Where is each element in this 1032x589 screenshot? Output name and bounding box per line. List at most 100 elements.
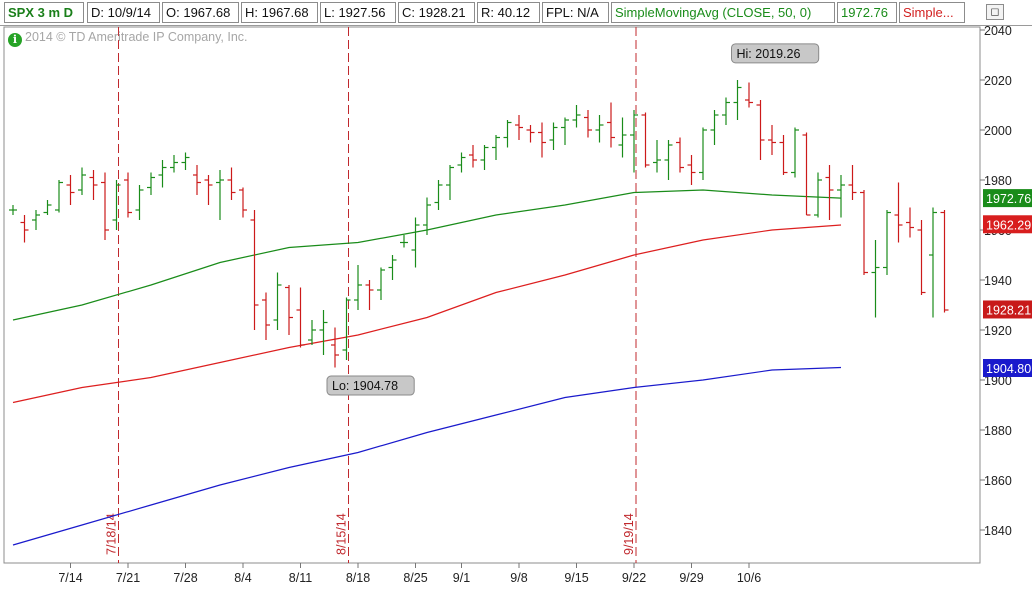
price-tag: 1904.80 xyxy=(983,359,1032,377)
ohlc-bar xyxy=(768,125,776,155)
ohlc-bar xyxy=(308,320,316,345)
ohlc-bar xyxy=(894,182,903,243)
study-value: 1972.76 xyxy=(837,2,897,23)
x-tick-label: 8/18 xyxy=(346,571,370,585)
high-readout: H: 1967.68 xyxy=(241,2,318,23)
sma100-line xyxy=(12,224,842,404)
ohlc-bar xyxy=(561,117,569,145)
x-tick-label: 9/22 xyxy=(622,571,646,585)
ohlc-bar xyxy=(411,217,420,268)
ohlc-bar xyxy=(722,97,730,125)
x-tick-label: 7/14 xyxy=(58,571,82,585)
ohlc-bar xyxy=(860,190,868,275)
x-tick-label: 7/28 xyxy=(173,571,197,585)
price-tag: 1962.29 xyxy=(983,215,1032,234)
ohlc-bar xyxy=(607,102,615,148)
ohlc-bar xyxy=(20,215,29,243)
ohlc-bar xyxy=(319,310,328,355)
ohlc-bar xyxy=(848,165,857,200)
y-tick-label: 2020 xyxy=(984,74,1012,88)
ohlc-bar xyxy=(216,170,224,220)
copyright-notice: i 2014 © TD Ameritrade IP Company, Inc. xyxy=(8,30,248,47)
ohlc-bar xyxy=(814,172,822,218)
ohlc-bar xyxy=(43,200,52,215)
x-tick-label: 8/4 xyxy=(234,571,251,585)
callout-box xyxy=(731,43,820,64)
x-tick-label: 8/25 xyxy=(403,571,427,585)
callout-box xyxy=(326,375,415,396)
ohlc-bar xyxy=(158,160,167,188)
ohlc-bar xyxy=(170,155,178,173)
sma200-line xyxy=(12,366,842,546)
price-tag-box xyxy=(983,215,1032,234)
price-tag: 1928.21 xyxy=(983,300,1032,319)
y-tick-label: 1940 xyxy=(984,274,1012,288)
price-tag-text: 1962.29 xyxy=(986,218,1031,232)
y-tick-label: 1920 xyxy=(984,324,1012,338)
ohlc-bar xyxy=(147,172,155,195)
y-tick-label: 1860 xyxy=(984,474,1012,488)
ohlc-bar xyxy=(802,132,811,216)
study2-label[interactable]: Simple... xyxy=(899,2,965,23)
ohlc-bar xyxy=(779,135,788,175)
y-tick-label: 1980 xyxy=(984,174,1012,188)
ohlc-bar xyxy=(791,127,799,178)
low-readout: L: 1927.56 xyxy=(320,2,396,23)
ohlc-bar xyxy=(825,165,834,220)
ohlc-bar xyxy=(664,140,673,180)
ohlc-bar xyxy=(296,287,305,348)
ohlc-bar xyxy=(618,117,627,158)
ohlc-bar xyxy=(32,210,40,230)
date-marker-label: 9/19/14 xyxy=(622,513,636,555)
x-tick-label: 10/6 xyxy=(737,571,761,585)
ohlc-bar xyxy=(630,110,638,173)
high-callout: Hi: 2019.26 xyxy=(731,43,820,64)
ohlc-bar xyxy=(423,197,431,235)
ohlc-bar xyxy=(871,240,880,318)
date-marker-label: 7/18/14 xyxy=(105,513,119,555)
ohlc-bar xyxy=(388,255,397,280)
price-tag-text: 1904.80 xyxy=(986,362,1031,376)
ohlc-bar xyxy=(883,210,891,275)
y-tick-label: 1900 xyxy=(984,374,1012,388)
ohlc-bar xyxy=(262,292,270,340)
ohlc-bar xyxy=(710,110,719,145)
copyright-text: 2014 © TD Ameritrade IP Company, Inc. xyxy=(25,30,248,44)
study-label[interactable]: SimpleMovingAvg (CLOSE, 50, 0) xyxy=(611,2,835,23)
price-tag-box xyxy=(983,300,1032,319)
ohlc-bar xyxy=(572,105,581,128)
ohlc-bar xyxy=(687,155,696,185)
ohlc-bar xyxy=(940,210,949,313)
ohlc-bar xyxy=(676,137,684,173)
info-icon[interactable]: i xyxy=(8,33,22,47)
ohlc-bar xyxy=(653,140,661,173)
ohlc-bar xyxy=(342,297,351,360)
symbol-field[interactable]: SPX 3 m D xyxy=(4,2,84,23)
ohlc-bar xyxy=(584,110,592,138)
plot-area xyxy=(3,26,981,564)
ohlc-bar xyxy=(745,82,753,108)
ohlc-bar xyxy=(756,100,765,160)
ohlc-bar xyxy=(400,235,408,248)
ohlc-bar xyxy=(250,210,259,330)
ohlc-bar xyxy=(549,122,558,150)
ohlc-bar xyxy=(239,187,247,218)
x-tick-label: 8/11 xyxy=(289,571,312,585)
y-tick-label: 1840 xyxy=(984,524,1012,538)
ohlc-bar xyxy=(434,180,443,210)
low-callout: Lo: 1904.78 xyxy=(326,375,415,396)
ohlc-bar xyxy=(124,172,132,218)
price-tag: 1972.76 xyxy=(983,189,1032,208)
x-tick-label: 9/15 xyxy=(564,571,588,585)
callout-text: Hi: 2019.26 xyxy=(737,47,801,61)
x-tick-label: 9/8 xyxy=(510,571,527,585)
ohlc-bar xyxy=(285,285,293,335)
y-tick-label: 2000 xyxy=(984,124,1012,138)
ohlc-bar xyxy=(469,145,477,168)
expand-icon[interactable]: ◻ xyxy=(986,4,1004,20)
ohlc-bar xyxy=(837,175,845,218)
price-chart[interactable]: 1840186018801900192019401960198020002020… xyxy=(0,26,1032,589)
x-tick-label: 9/1 xyxy=(453,571,470,585)
ohlc-bar xyxy=(503,120,512,148)
ohlc-bar xyxy=(331,327,339,368)
